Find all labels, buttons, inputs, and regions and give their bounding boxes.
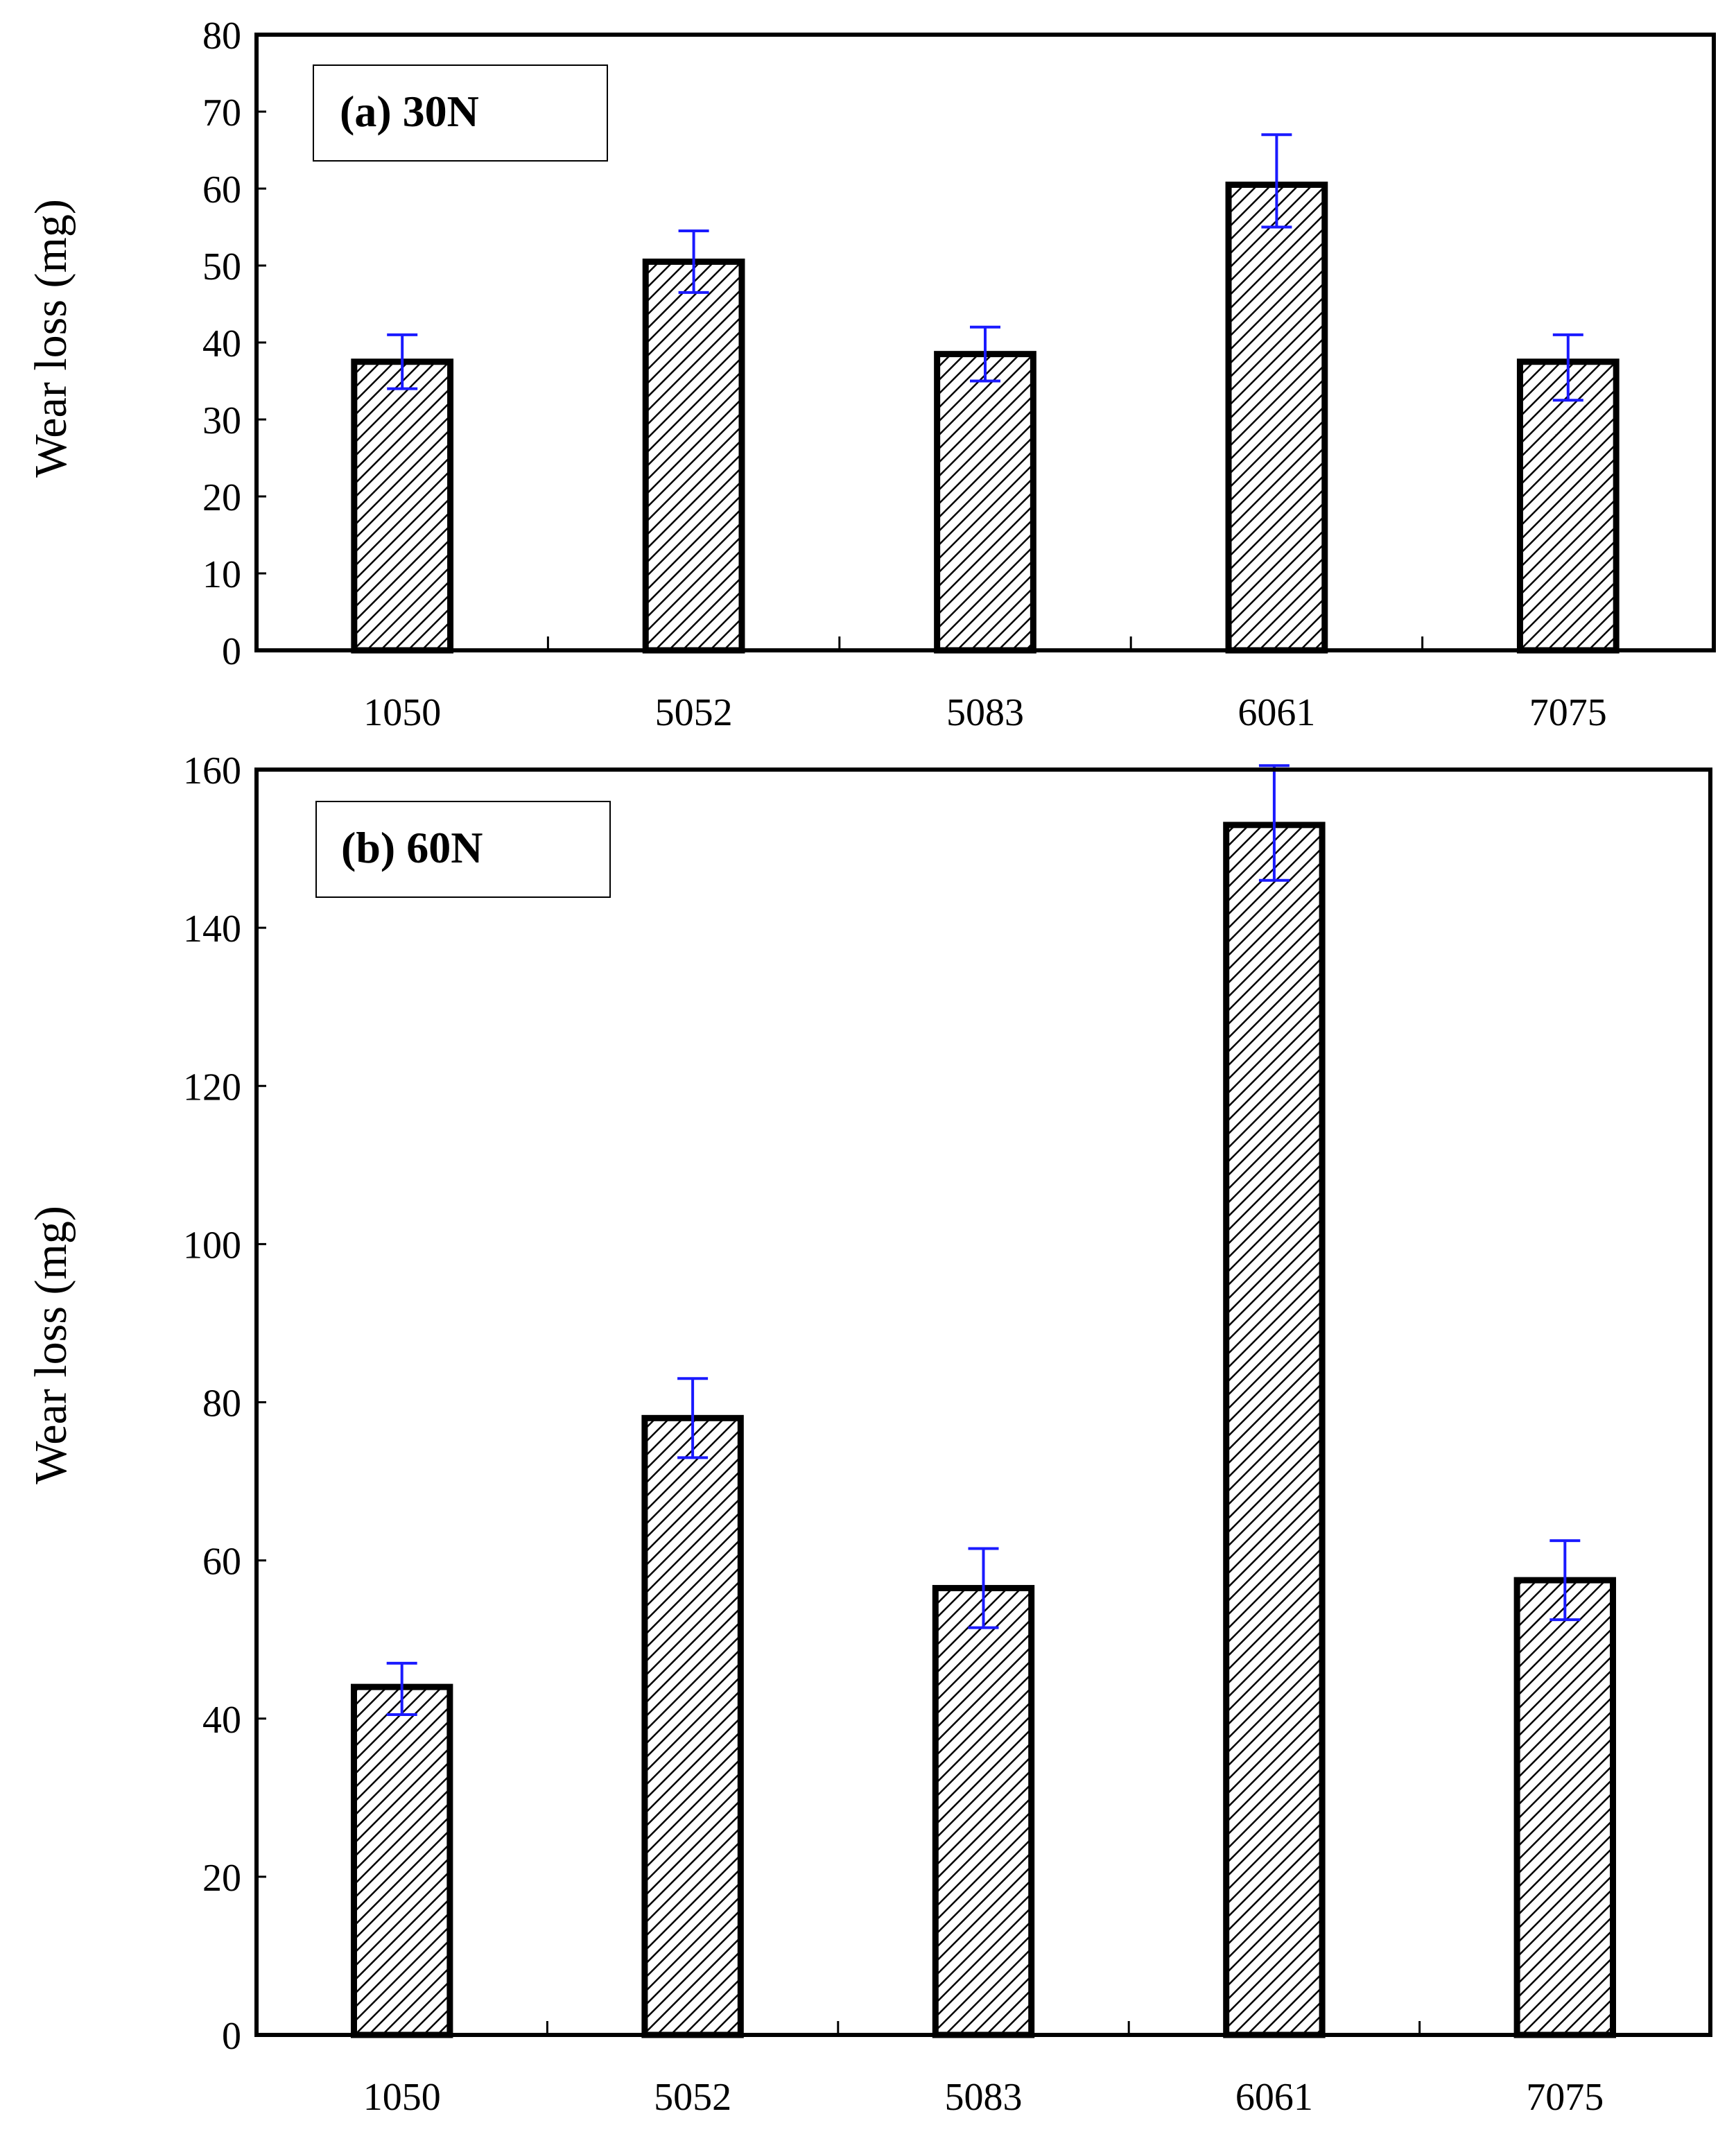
x-tick-label: 7075 <box>1529 691 1607 734</box>
y-tick-label: 100 <box>183 1224 241 1267</box>
bar-5052 <box>641 1414 744 2038</box>
x-tick-label: 5083 <box>945 2076 1023 2119</box>
y-axis-title: Wear loss (mg) <box>26 199 76 478</box>
y-tick-label: 0 <box>222 630 241 673</box>
plot-frame <box>254 768 1712 2037</box>
x-tick-label: 1050 <box>363 691 441 734</box>
bar-7075 <box>1513 1577 1617 2038</box>
x-tick-label: 5052 <box>655 691 733 734</box>
panel-label-box <box>315 801 611 898</box>
y-tick-label: 160 <box>183 749 241 792</box>
y-tick-label: 20 <box>202 1857 241 1900</box>
y-tick-label: 60 <box>202 168 241 211</box>
y-tick-label: 120 <box>183 1066 241 1109</box>
y-tick-label: 80 <box>202 1382 241 1425</box>
y-tick-label: 60 <box>202 1541 241 1584</box>
bar-7075 <box>1516 358 1620 654</box>
bar-1050 <box>350 1683 453 2038</box>
panel-label: (b) 60N <box>341 823 483 872</box>
bar-1050 <box>351 358 454 654</box>
panel-label: (a) 30N <box>340 87 479 136</box>
bar-6061 <box>1223 822 1326 2038</box>
y-tick-label: 80 <box>202 15 241 58</box>
x-tick-label: 5052 <box>654 2076 731 2119</box>
x-tick-label: 6061 <box>1238 691 1315 734</box>
bar-6061 <box>1225 181 1328 654</box>
y-tick-label: 40 <box>202 1699 241 1742</box>
y-tick-label: 20 <box>202 476 241 519</box>
bar-5083 <box>934 351 1036 654</box>
x-tick-label: 5083 <box>946 691 1024 734</box>
y-tick-label: 30 <box>202 399 241 442</box>
y-tick-label: 10 <box>202 553 241 596</box>
x-tick-label: 7075 <box>1526 2076 1604 2119</box>
bar-5083 <box>932 1585 1035 2038</box>
bar-5052 <box>642 258 745 654</box>
y-tick-label: 0 <box>222 2015 241 2058</box>
y-tick-label: 50 <box>202 245 241 288</box>
chart-panel-b-60n: Wear loss (mg) 0 20 40 60 80 100 120 140 160 1050… <box>26 749 1712 2119</box>
x-tick-label: 6061 <box>1235 2076 1313 2119</box>
chart-panel-a-30n: Wear loss (mg) 0 10 20 30 40 50 60 70 80 1050 5052… <box>26 15 1716 734</box>
y-tick-label: 140 <box>183 908 241 951</box>
plot-frame <box>254 33 1716 652</box>
panel-label-box <box>313 64 608 162</box>
y-tick-label: 70 <box>202 92 241 135</box>
y-tick-label: 40 <box>202 322 241 365</box>
x-tick-label: 1050 <box>363 2076 441 2119</box>
y-axis-title: Wear loss (mg) <box>26 1206 76 1484</box>
